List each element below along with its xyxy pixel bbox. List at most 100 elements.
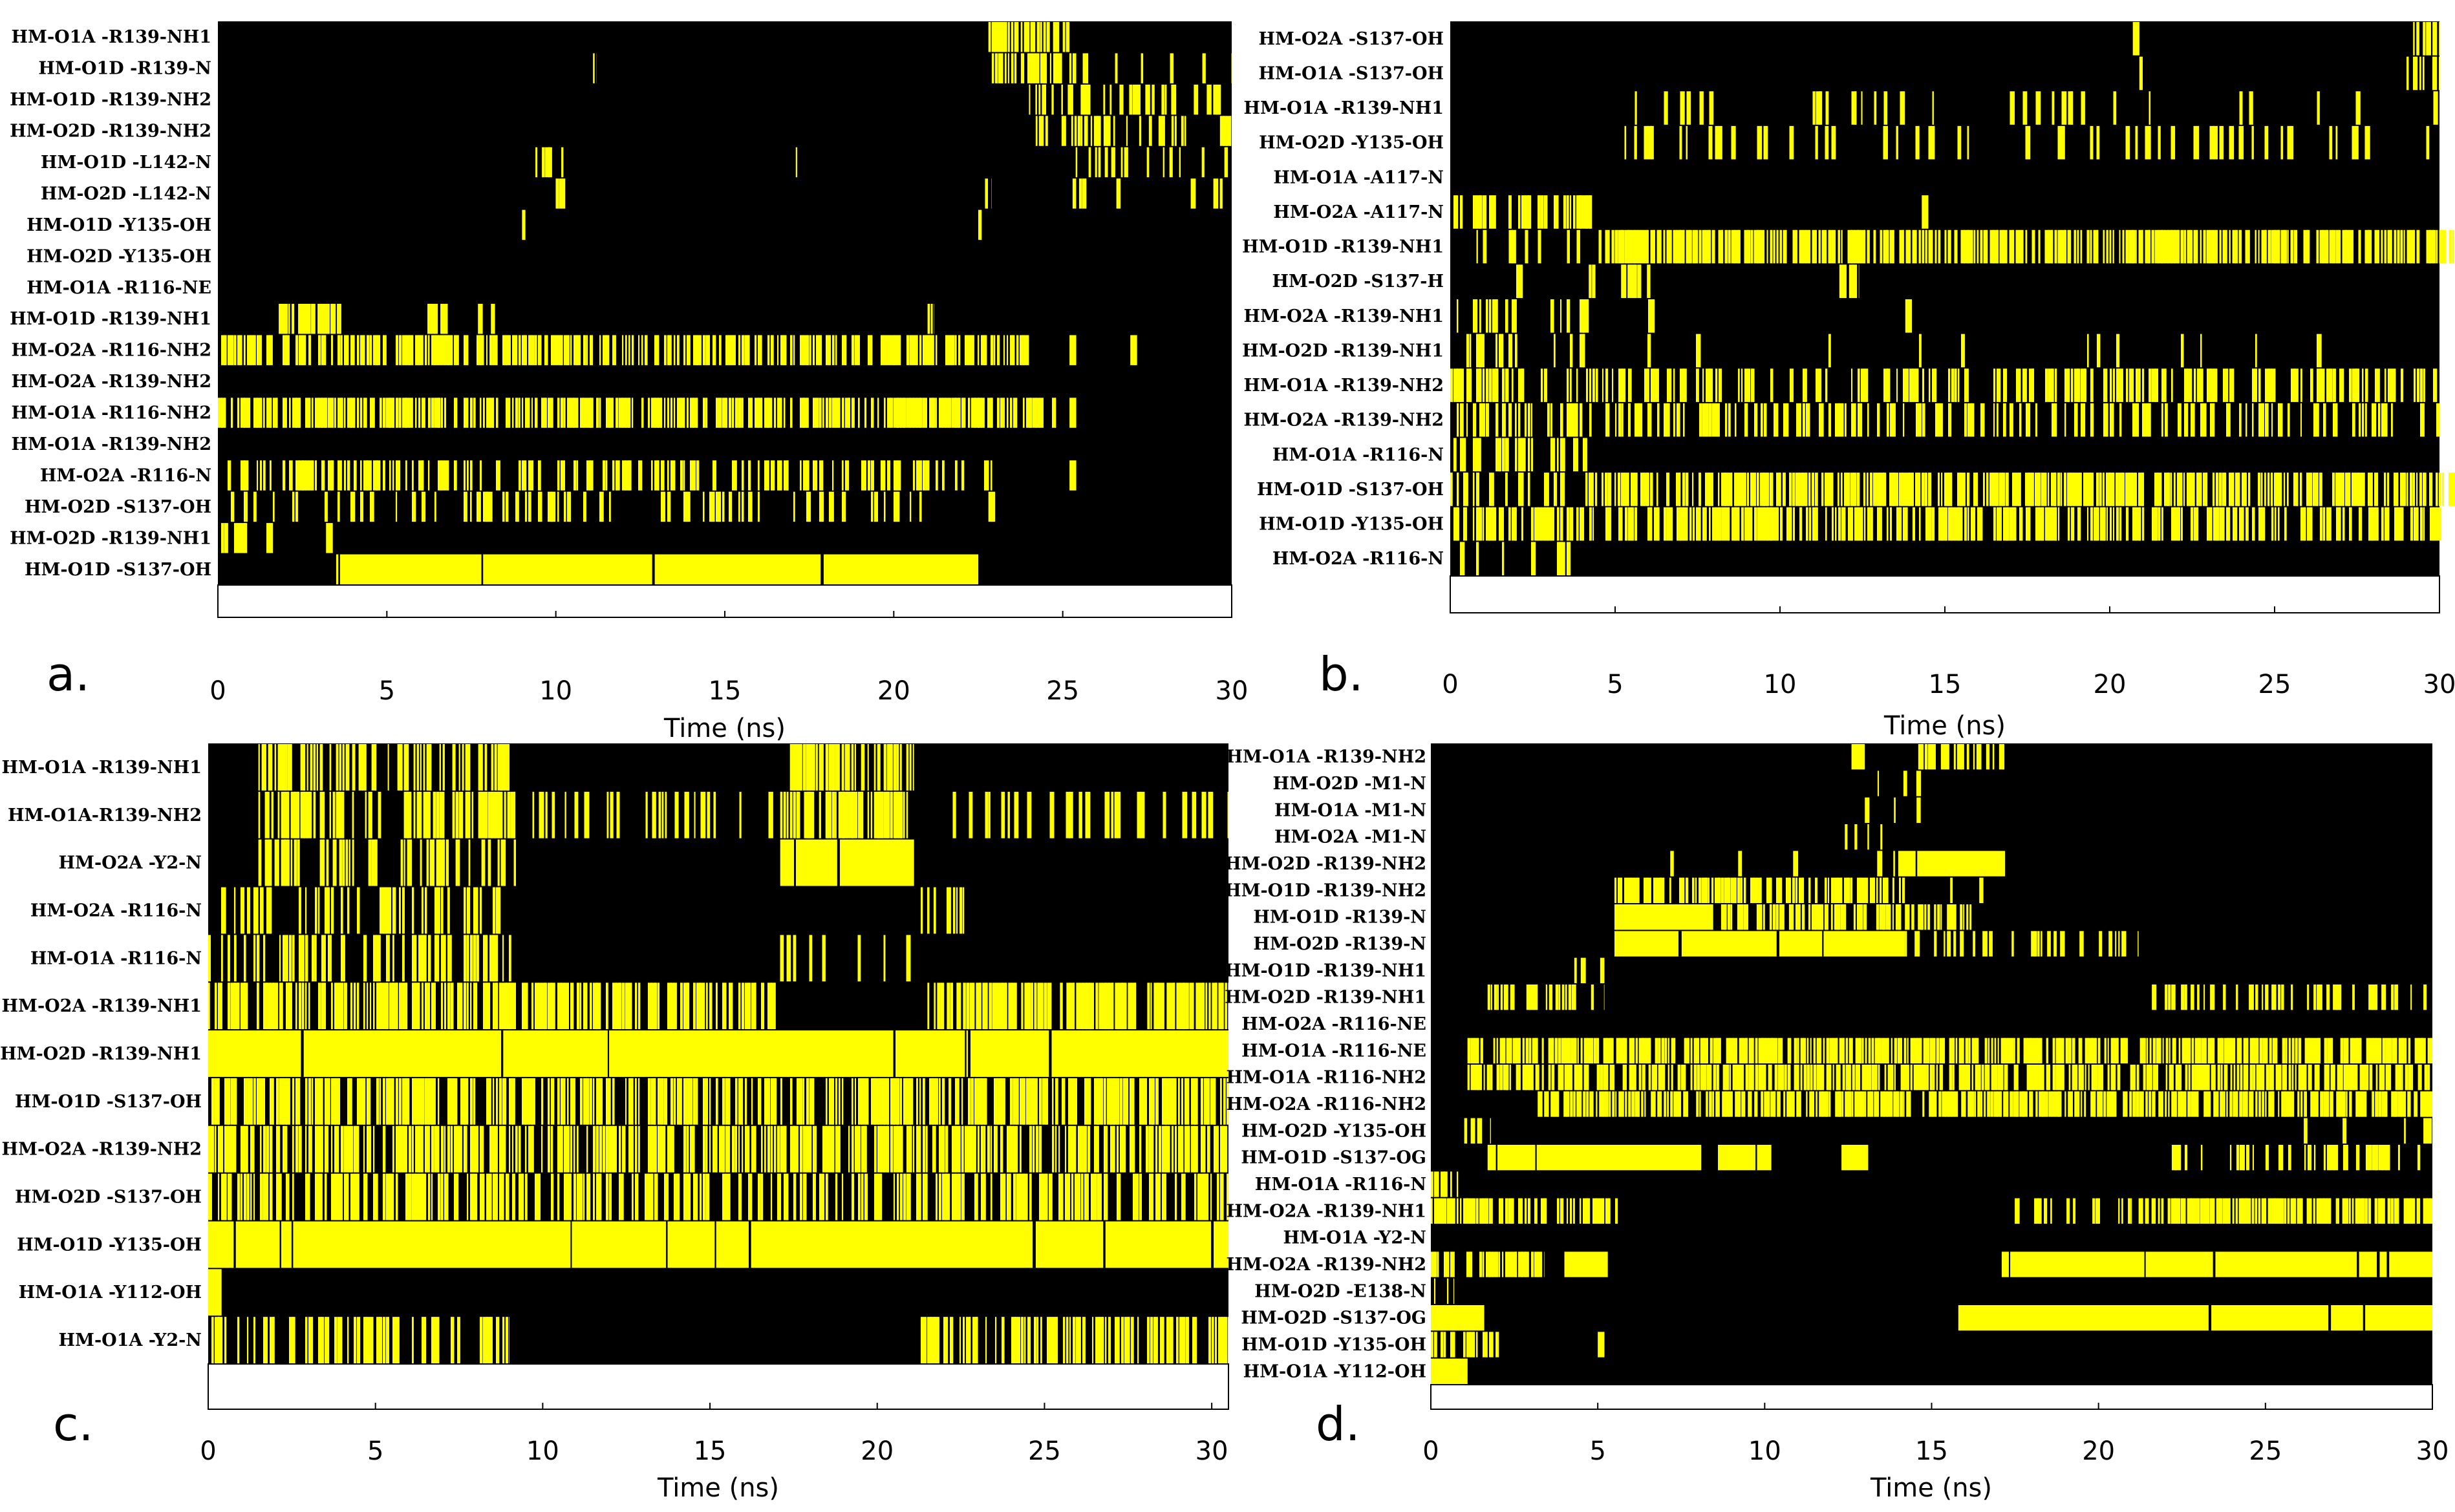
contact-tick: [1909, 1091, 1911, 1117]
contact-tick: [1020, 53, 1025, 83]
contact-tick: [2201, 1038, 2205, 1063]
contact-tick: [587, 791, 590, 838]
contact-tick: [2378, 1145, 2383, 1171]
contact-tick: [338, 398, 343, 428]
contact-tick: [2022, 1091, 2028, 1117]
contact-tick: [1947, 931, 1951, 957]
contact-tick: [2154, 229, 2159, 264]
contact-tick: [2015, 229, 2019, 264]
contact-tick: [1146, 147, 1150, 178]
contact-tick: [877, 1078, 881, 1125]
contact-tick: [2316, 1198, 2321, 1224]
contact-tick: [2194, 507, 2199, 541]
contact-tick: [677, 1078, 682, 1125]
x-tick-label: 25: [1046, 676, 1079, 706]
contact-tick: [1567, 1065, 1572, 1091]
contact-tick: [819, 460, 824, 491]
contact-tick: [273, 983, 277, 1030]
contact-tick: [1877, 403, 1880, 437]
contact-tick: [258, 839, 262, 886]
row-label: HM-O2A -R116-NH2: [1227, 1094, 1426, 1114]
contact-tick: [2061, 125, 2065, 160]
contact-tick: [422, 491, 426, 522]
contact-tick: [1735, 1065, 1741, 1091]
contact-tick: [2030, 1038, 2034, 1063]
contact-tick: [894, 1078, 899, 1125]
contact-block: [1431, 1305, 1485, 1331]
contact-tick: [1890, 1091, 1893, 1117]
contact-tick: [1467, 1038, 1471, 1063]
contact-tick: [2174, 229, 2179, 264]
contact-tick: [1709, 403, 1712, 437]
contact-tick: [2255, 1091, 2258, 1117]
contact-tick: [370, 398, 375, 428]
contact-row: [1487, 1145, 2421, 1171]
contact-tick: [1834, 877, 1838, 903]
contact-tick: [1900, 507, 1902, 541]
contact-tick: [2191, 403, 2195, 437]
contact-tick: [331, 1125, 333, 1173]
contact-tick: [1463, 438, 1466, 472]
contact-tick: [1801, 904, 1805, 930]
contact-tick: [2368, 229, 2372, 264]
contact-tick: [1679, 473, 1681, 506]
contact-tick: [1958, 1065, 1963, 1091]
contact-tick: [1152, 1173, 1154, 1220]
contact-tick: [953, 887, 956, 934]
contact-tick: [2429, 473, 2433, 506]
contact-tick: [221, 1125, 224, 1173]
contact-tick: [893, 791, 897, 838]
contact-tick: [502, 335, 508, 365]
contact-tick: [628, 1078, 632, 1125]
contact-tick: [2253, 1038, 2257, 1063]
contact-tick: [297, 791, 300, 838]
contact-tick: [1557, 1091, 1560, 1117]
contact-segment: [522, 209, 526, 240]
contact-tick: [2045, 1091, 2048, 1117]
contact-tick: [354, 1317, 357, 1363]
contact-tick: [2395, 1065, 2399, 1091]
contact-tick: [350, 983, 353, 1030]
contact-tick: [299, 335, 304, 365]
contact-tick: [301, 304, 306, 334]
contact-tick: [2184, 403, 2189, 437]
contact-tick: [554, 335, 558, 365]
contact-tick: [622, 460, 626, 491]
contact-gap: [1822, 931, 1824, 957]
contact-tick: [2139, 507, 2141, 541]
contact-tick: [2090, 403, 2094, 437]
contact-tick: [1796, 473, 1800, 506]
contact-tick: [2143, 1065, 2146, 1091]
contact-tick: [1152, 1078, 1155, 1125]
contact-tick: [1935, 229, 1937, 264]
contact-tick: [444, 1125, 446, 1173]
contact-tick: [927, 887, 930, 934]
contact-tick: [2204, 1038, 2207, 1063]
contact-tick: [2152, 1038, 2156, 1063]
x-tick-label: 20: [861, 1436, 894, 1466]
contact-tick: [1503, 1065, 1508, 1091]
contact-tick: [1709, 368, 1713, 402]
contact-tick: [936, 1078, 939, 1125]
contact-tick: [493, 983, 498, 1030]
contact-tick: [580, 1078, 583, 1125]
contact-segment: [1845, 824, 1883, 850]
contact-tick: [897, 1125, 901, 1173]
contact-tick: [693, 1078, 696, 1125]
contact-tick: [1163, 791, 1166, 838]
contact-tick: [464, 887, 466, 934]
contact-tick: [1785, 877, 1790, 903]
contact-tick: [1789, 473, 1792, 506]
contact-tick: [2387, 229, 2392, 264]
contact-tick: [1075, 1078, 1077, 1125]
contact-tick: [434, 304, 438, 334]
contact-tick: [1806, 403, 1810, 437]
contact-tick: [2255, 368, 2258, 402]
contact-tick: [1915, 473, 1919, 506]
contact-tick: [2319, 229, 2324, 264]
contact-tick: [2078, 1038, 2083, 1063]
contact-tick: [1618, 507, 1623, 541]
contact-tick: [961, 1173, 965, 1220]
contact-tick: [1856, 904, 1861, 930]
contact-tick: [1145, 84, 1150, 115]
